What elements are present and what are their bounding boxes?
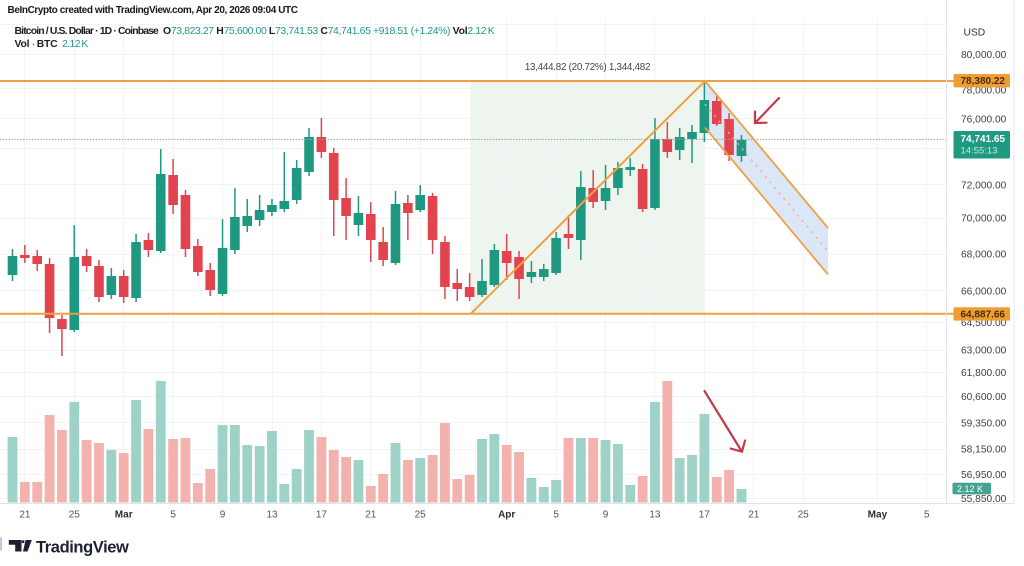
svg-text:2.12 K: 2.12 K — [957, 484, 983, 494]
svg-text:USD: USD — [964, 28, 986, 39]
svg-text:61,800.00: 61,800.00 — [961, 368, 1007, 379]
svg-text:64,887.66: 64,887.66 — [961, 309, 1006, 320]
svg-text:74,741.65: 74,741.65 — [961, 134, 1006, 145]
svg-text:59,350.00: 59,350.00 — [961, 418, 1007, 429]
svg-text:Apr: Apr — [498, 510, 515, 521]
svg-text:21: 21 — [748, 510, 760, 521]
svg-text:78,380.22: 78,380.22 — [961, 76, 1006, 87]
svg-text:9: 9 — [603, 510, 609, 521]
svg-text:25: 25 — [69, 510, 81, 521]
svg-text:72,000.00: 72,000.00 — [961, 181, 1007, 192]
svg-text:58,150.00: 58,150.00 — [961, 445, 1007, 456]
svg-text:14:55:13: 14:55:13 — [961, 146, 998, 157]
svg-text:56,950.00: 56,950.00 — [961, 470, 1007, 481]
svg-text:68,000.00: 68,000.00 — [961, 250, 1007, 261]
svg-text:TradingView: TradingView — [36, 538, 129, 556]
svg-text:76,000.00: 76,000.00 — [961, 115, 1007, 126]
svg-text:64,500.00: 64,500.00 — [961, 318, 1007, 329]
svg-text:60,600.00: 60,600.00 — [961, 392, 1007, 403]
svg-text:13: 13 — [649, 510, 661, 521]
svg-text:Mar: Mar — [115, 510, 133, 521]
svg-text:17: 17 — [316, 510, 328, 521]
svg-text:13: 13 — [266, 510, 278, 521]
svg-text:63,000.00: 63,000.00 — [961, 346, 1007, 357]
svg-text:21: 21 — [19, 510, 31, 521]
svg-text:5: 5 — [170, 510, 176, 521]
svg-text:May: May — [868, 510, 888, 521]
svg-text:55,850.00: 55,850.00 — [961, 494, 1007, 505]
svg-text:66,000.00: 66,000.00 — [961, 287, 1007, 298]
svg-text:78,000.00: 78,000.00 — [961, 86, 1007, 97]
svg-text:21: 21 — [365, 510, 377, 521]
svg-text:13,444.82 (20.72%) 1,344,482: 13,444.82 (20.72%) 1,344,482 — [525, 62, 650, 73]
svg-text:5: 5 — [924, 510, 930, 521]
svg-text:9: 9 — [220, 510, 226, 521]
svg-text:5: 5 — [553, 510, 559, 521]
svg-text:70,000.00: 70,000.00 — [961, 214, 1007, 225]
svg-text:17: 17 — [699, 510, 711, 521]
svg-text:25: 25 — [415, 510, 427, 521]
svg-text:25: 25 — [798, 510, 810, 521]
svg-text:80,000.00: 80,000.00 — [961, 50, 1007, 61]
